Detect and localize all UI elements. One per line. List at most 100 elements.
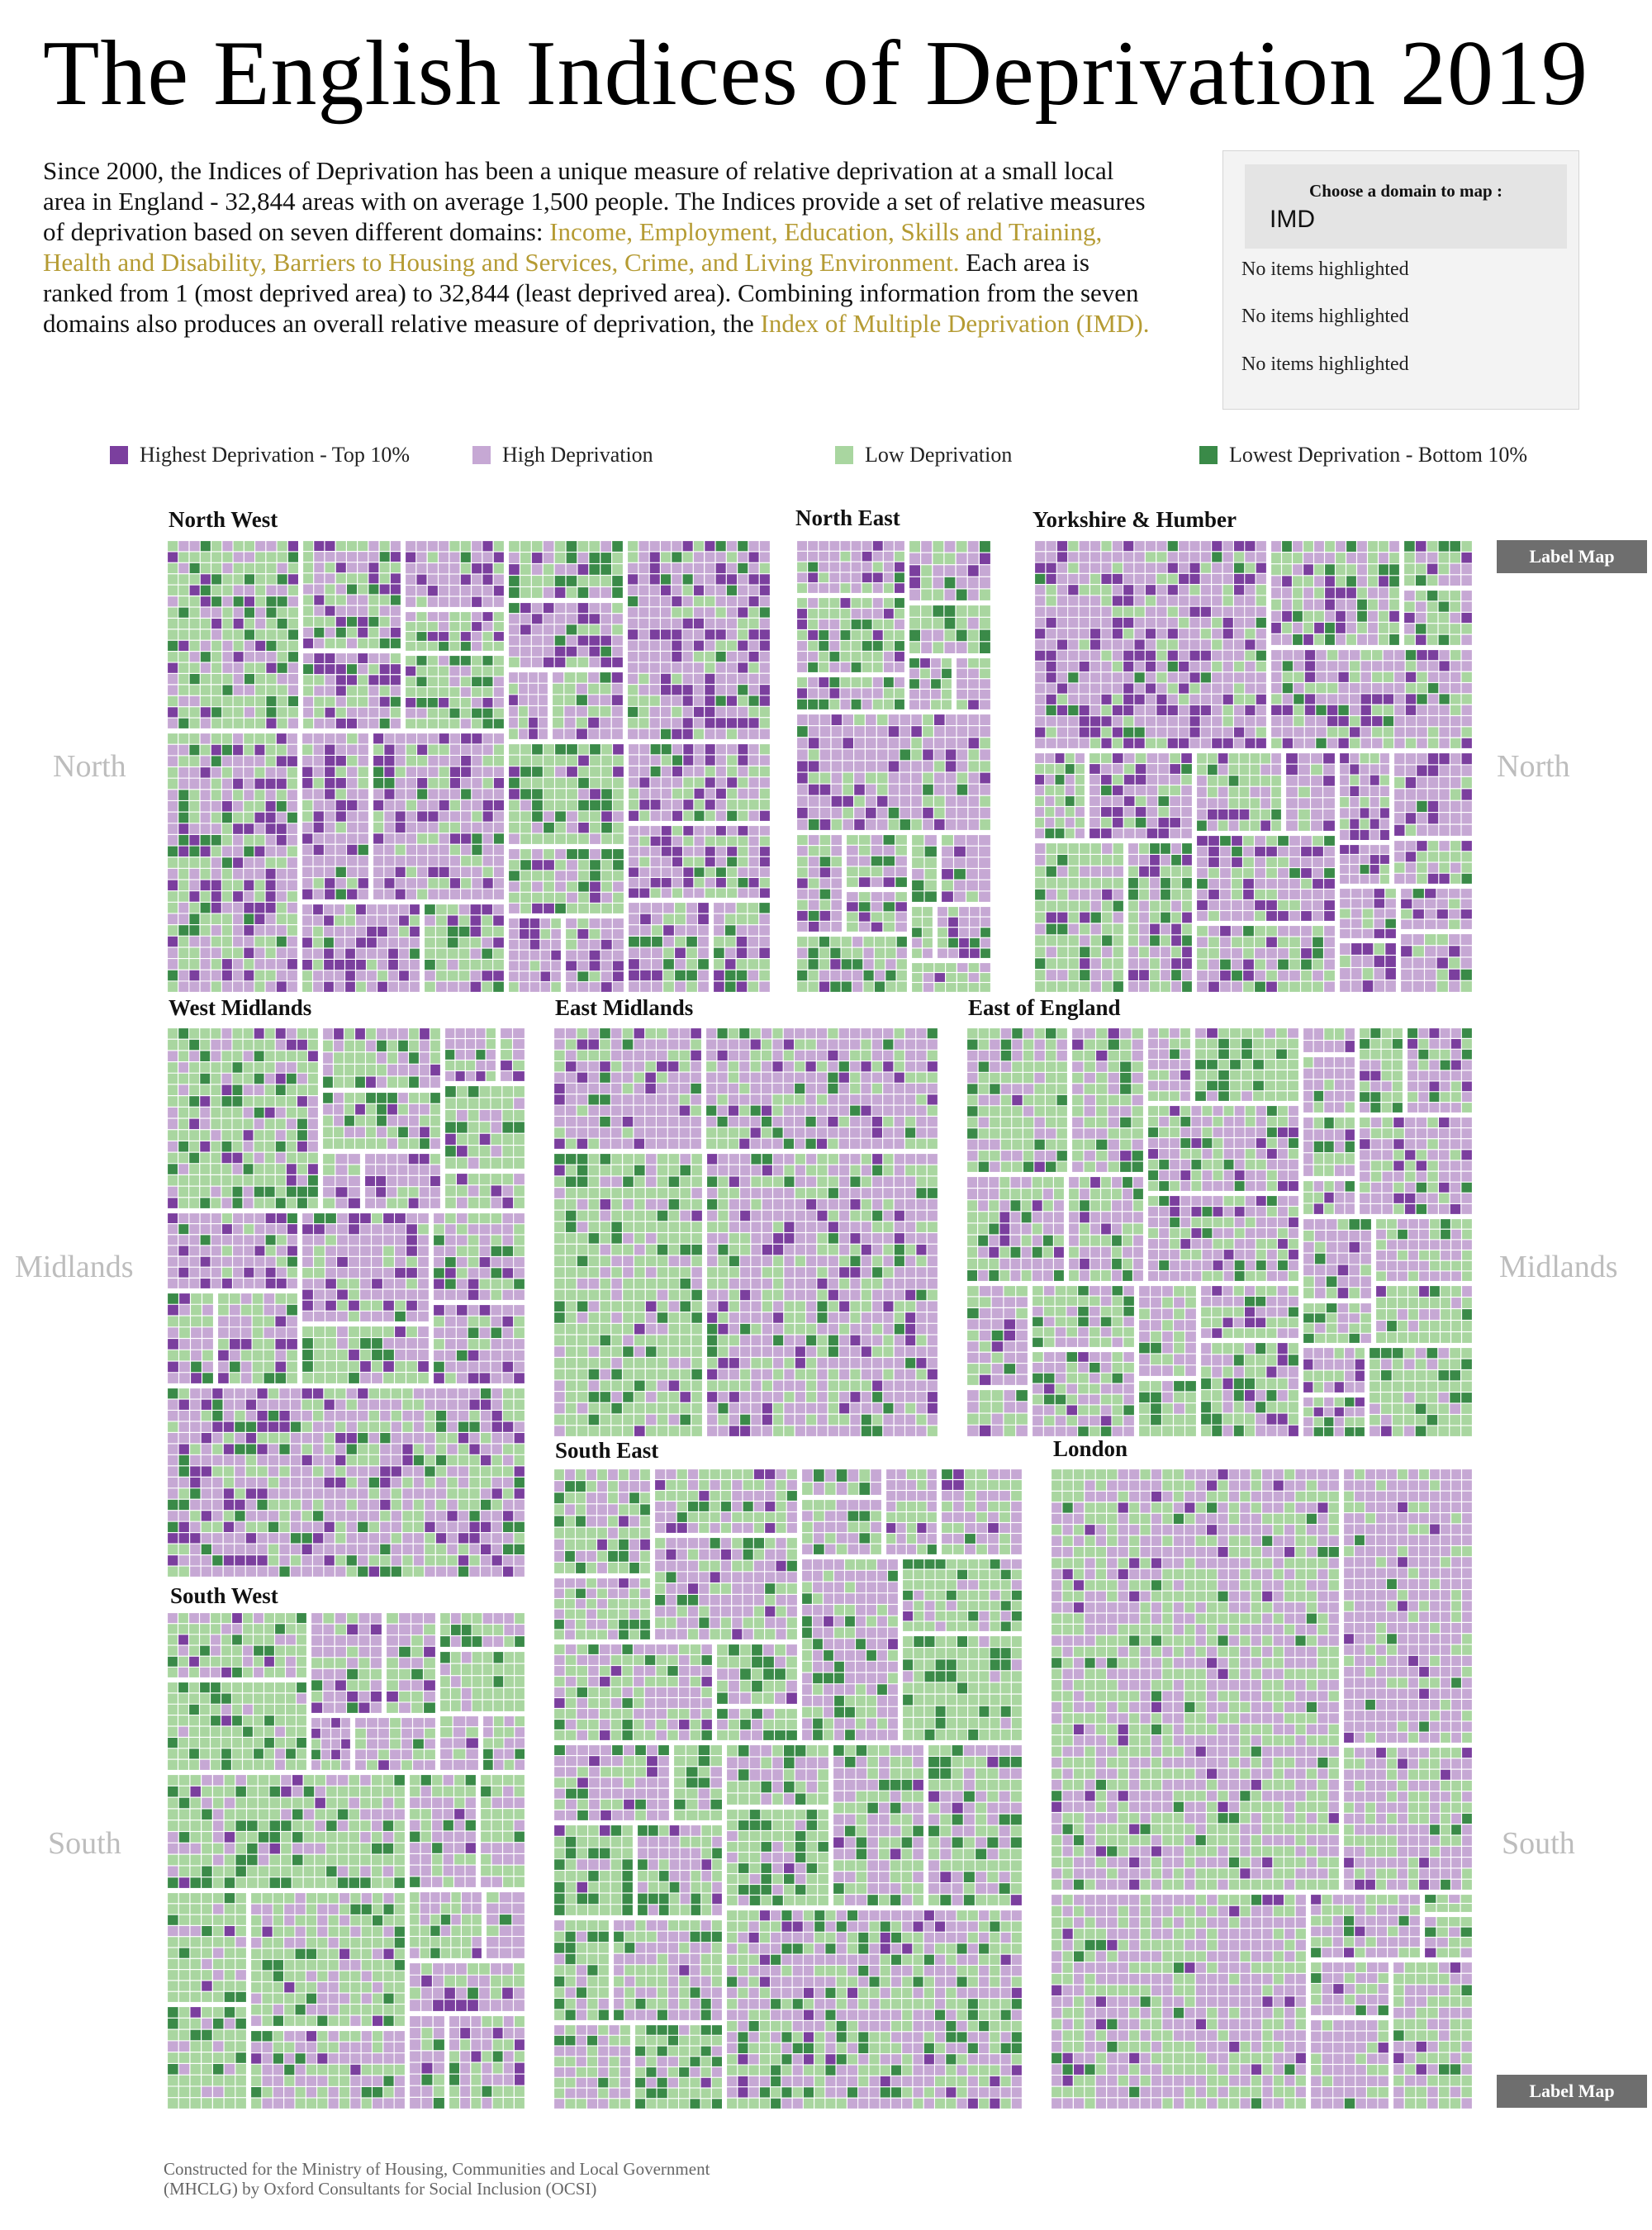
area-cell — [1350, 683, 1360, 694]
area-cell — [436, 904, 447, 915]
area-cell — [968, 726, 980, 738]
area-cell — [254, 1039, 264, 1051]
area-cell — [808, 619, 819, 629]
domain-select-value[interactable]: IMD — [1270, 206, 1315, 233]
legend-item-lowest[interactable]: Lowest Deprivation - Bottom 10% — [1199, 443, 1527, 467]
area-cell — [377, 915, 387, 926]
area-cell — [539, 672, 548, 683]
area-cell — [287, 1279, 297, 1288]
area-cell — [1222, 716, 1233, 727]
area-cell — [502, 1185, 514, 1197]
area-cell — [876, 819, 888, 830]
area-cell — [942, 835, 953, 846]
area-cell — [589, 950, 601, 961]
area-cell — [1065, 807, 1075, 817]
area-cell — [1068, 606, 1079, 617]
area-cell — [200, 607, 211, 618]
area-cell — [613, 755, 624, 766]
area-cell — [1346, 634, 1356, 645]
area-cell — [470, 970, 482, 981]
area-cell — [1222, 606, 1233, 617]
area-cell — [1340, 928, 1351, 938]
area-cell — [555, 766, 566, 777]
area-cell — [726, 607, 737, 618]
area-cell — [445, 1071, 455, 1081]
area-cell — [472, 622, 482, 631]
domain-select[interactable]: Choose a domain to map : IMD — [1245, 164, 1567, 249]
area-cell — [358, 856, 368, 866]
area-cell — [178, 981, 189, 992]
area-cell — [211, 562, 222, 574]
area-cell — [387, 1187, 397, 1198]
area-cell — [694, 799, 705, 810]
area-cell — [287, 744, 297, 756]
legend-item-highest[interactable]: Highest Deprivation - Top 10% — [110, 443, 410, 467]
area-cell — [1068, 629, 1079, 639]
area-cell — [840, 562, 851, 572]
area-cell — [1123, 672, 1134, 683]
area-cell — [287, 1327, 297, 1338]
area-cell — [168, 744, 178, 756]
area-cell — [222, 707, 233, 718]
area-cell — [1245, 552, 1256, 562]
area-cell — [1090, 947, 1101, 958]
area-cell — [1313, 926, 1323, 937]
area-cell — [863, 970, 874, 981]
area-cell — [1439, 716, 1450, 727]
area-cell — [566, 918, 577, 928]
legend-item-high[interactable]: High Deprivation — [472, 443, 653, 467]
area-cell — [831, 846, 842, 856]
area-cell — [1460, 899, 1472, 909]
area-cell — [808, 630, 819, 640]
area-cell — [705, 541, 715, 552]
area-cell — [211, 913, 221, 924]
area-cell — [1134, 672, 1145, 683]
area-cell — [509, 903, 520, 913]
area-cell — [230, 1373, 240, 1383]
area-cell — [1379, 622, 1389, 633]
area-cell — [831, 889, 842, 899]
area-cell — [255, 596, 266, 607]
area-cell — [1158, 753, 1170, 763]
area-cell — [387, 1165, 397, 1175]
area-cell — [1134, 541, 1145, 552]
area-cell — [1256, 617, 1266, 628]
intro-domains-link[interactable]: Income, Employment, Education, Skills an… — [43, 217, 1103, 277]
area-cell — [1090, 595, 1101, 606]
area-cell — [726, 718, 737, 728]
area-cell — [314, 627, 325, 638]
legend-item-low[interactable]: Low Deprivation — [835, 443, 1012, 467]
area-cell — [493, 676, 504, 686]
area-cell — [1439, 800, 1450, 812]
area-cell — [168, 1327, 178, 1338]
area-cell — [397, 1175, 408, 1187]
area-cell — [254, 1051, 264, 1061]
area-cell — [1379, 845, 1389, 854]
area-cell — [738, 766, 748, 777]
intro-imd-link[interactable]: Index of Multiple Deprivation (IMD). — [760, 309, 1150, 338]
area-cell — [639, 867, 650, 877]
area-cell — [211, 1107, 221, 1118]
area-cell — [472, 708, 482, 719]
area-cell — [275, 1096, 286, 1107]
area-cell — [797, 959, 808, 970]
area-cell — [287, 552, 298, 562]
area-cell — [1156, 617, 1167, 628]
area-cell — [808, 761, 819, 772]
area-cell — [1427, 800, 1439, 812]
area-cell — [514, 1197, 525, 1208]
area-cell — [1427, 705, 1439, 715]
area-cell — [447, 981, 458, 992]
area-cell — [314, 1235, 325, 1245]
area-cell — [532, 766, 543, 777]
area-cell — [482, 733, 493, 744]
area-cell — [255, 640, 266, 651]
area-cell — [933, 642, 944, 653]
area-cell — [738, 878, 748, 888]
area-cell — [168, 1198, 178, 1208]
area-cell — [368, 686, 379, 696]
area-cell — [705, 888, 715, 898]
area-cell — [460, 676, 471, 686]
area-cell — [254, 902, 265, 913]
